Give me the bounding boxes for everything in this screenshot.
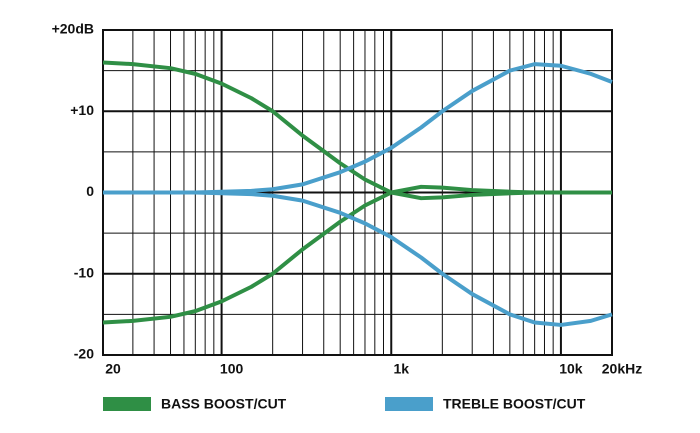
legend-swatch: [385, 397, 433, 411]
y-tick-label: +10: [70, 102, 94, 118]
y-tick-label: +20dB: [52, 21, 94, 37]
y-tick-label: -20: [74, 346, 94, 362]
y-tick-label: 0: [86, 183, 94, 199]
curve: [102, 60, 612, 201]
x-tick-label: 100: [220, 361, 244, 377]
legend-swatch: [103, 397, 151, 411]
x-tick-label: 20kHz: [602, 361, 642, 377]
x-tick-label: 10k: [559, 361, 583, 377]
x-tick-label: 20: [105, 361, 121, 377]
y-tick-label: -10: [74, 264, 94, 280]
legend-label: BASS BOOST/CUT: [161, 396, 287, 412]
curve: [103, 190, 613, 327]
curve: [102, 184, 612, 325]
x-tick-label: 1k: [393, 361, 409, 377]
legend-label: TREBLE BOOST/CUT: [443, 396, 586, 412]
